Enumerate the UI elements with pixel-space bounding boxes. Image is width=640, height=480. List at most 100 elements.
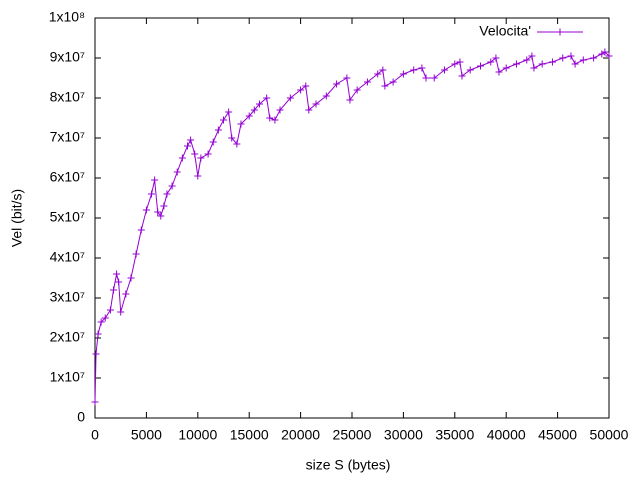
- point-marker: [132, 250, 140, 258]
- x-tick-label: 40000: [487, 427, 526, 443]
- point-marker: [142, 206, 150, 214]
- y-tick-label: 0: [77, 409, 85, 425]
- point-marker: [263, 94, 271, 102]
- point-marker: [374, 70, 382, 78]
- y-tick-label: 3x10⁷: [50, 289, 85, 305]
- point-marker: [312, 100, 320, 108]
- point-marker: [187, 136, 195, 144]
- point-marker: [255, 100, 263, 108]
- point-marker: [97, 318, 105, 326]
- point-marker: [410, 66, 418, 74]
- point-marker: [94, 330, 102, 338]
- point-marker: [601, 48, 609, 56]
- point-marker: [228, 134, 236, 142]
- series-line: [94, 51, 610, 403]
- point-marker: [381, 82, 389, 90]
- point-marker: [148, 190, 156, 198]
- point-marker: [512, 60, 520, 68]
- point-marker: [137, 226, 145, 234]
- point-marker: [305, 106, 313, 114]
- y-axis-label: Vel (bit/s): [9, 189, 25, 247]
- point-marker: [245, 112, 253, 120]
- y-tick-label: 9x10⁷: [50, 49, 85, 65]
- point-marker: [276, 106, 284, 114]
- x-tick-label: 45000: [538, 427, 577, 443]
- point-marker: [151, 176, 159, 184]
- point-marker: [363, 78, 371, 86]
- point-marker: [451, 60, 459, 68]
- x-tick-label: 30000: [384, 427, 423, 443]
- point-marker: [605, 52, 613, 60]
- y-tick-label: 6x10⁷: [50, 169, 85, 185]
- point-marker: [204, 150, 212, 158]
- point-marker: [430, 74, 438, 82]
- point-marker: [523, 56, 531, 64]
- point-marker: [233, 140, 241, 148]
- point-marker: [173, 168, 181, 176]
- point-marker: [250, 106, 258, 114]
- y-tick-label: 1x10⁸: [49, 9, 85, 25]
- legend-label: Velocita': [479, 23, 531, 39]
- point-marker: [346, 96, 354, 104]
- point-marker: [466, 66, 474, 74]
- point-marker: [157, 212, 165, 220]
- point-marker: [286, 94, 294, 102]
- point-marker: [590, 54, 598, 62]
- y-tick-label: 5x10⁷: [50, 209, 85, 225]
- point-marker: [220, 116, 227, 124]
- point-marker: [194, 172, 202, 180]
- point-marker: [117, 308, 125, 316]
- point-marker: [106, 306, 114, 314]
- plot-frame: [94, 17, 610, 419]
- y-tick-label: 2x10⁷: [50, 329, 85, 345]
- point-marker: [266, 114, 274, 122]
- point-marker: [528, 52, 536, 60]
- point-marker: [538, 60, 546, 68]
- point-marker: [477, 62, 484, 70]
- point-marker: [160, 202, 168, 210]
- point-marker: [127, 274, 135, 282]
- point-marker: [548, 58, 556, 66]
- point-marker: [399, 70, 407, 78]
- point-marker: [237, 120, 245, 128]
- point-marker: [389, 78, 397, 86]
- point-marker: [343, 74, 351, 82]
- point-marker: [422, 74, 430, 82]
- x-tick-label: 10000: [178, 427, 217, 443]
- point-marker: [178, 154, 186, 162]
- point-marker: [115, 278, 123, 286]
- point-marker: [322, 92, 330, 100]
- point-marker: [495, 68, 503, 76]
- point-marker: [502, 64, 510, 72]
- point-marker: [353, 86, 361, 94]
- point-marker: [297, 86, 305, 94]
- x-tick-label: 5000: [131, 427, 162, 443]
- y-tick-label: 1x10⁷: [50, 369, 85, 385]
- point-marker: [225, 108, 233, 116]
- point-marker: [559, 54, 567, 62]
- point-marker: [92, 350, 100, 358]
- x-tick-label: 25000: [333, 427, 372, 443]
- point-marker: [441, 66, 449, 74]
- x-axis-label: size S (bytes): [306, 457, 391, 473]
- point-marker: [530, 64, 538, 72]
- point-marker: [579, 56, 587, 64]
- x-tick-label: 50000: [590, 427, 629, 443]
- point-marker: [168, 182, 176, 190]
- point-marker: [214, 126, 222, 134]
- point-marker: [379, 66, 387, 74]
- y-tick-label: 7x10⁷: [50, 129, 85, 145]
- point-marker: [456, 58, 464, 66]
- x-tick-label: 15000: [230, 427, 269, 443]
- x-tick-label: 20000: [281, 427, 320, 443]
- point-marker: [567, 52, 575, 60]
- point-marker: [458, 72, 466, 80]
- point-marker: [184, 142, 192, 150]
- y-tick-label: 8x10⁷: [50, 89, 85, 105]
- point-marker: [333, 80, 341, 88]
- x-tick-label: 35000: [435, 427, 474, 443]
- legend-marker: [556, 28, 564, 36]
- point-marker: [113, 270, 121, 278]
- point-marker: [209, 138, 217, 146]
